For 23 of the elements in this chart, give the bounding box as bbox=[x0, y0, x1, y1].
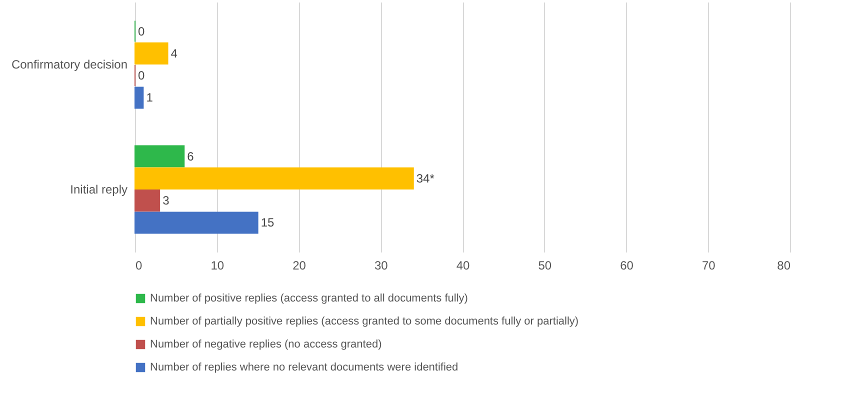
x-tick-label: 70 bbox=[702, 258, 716, 272]
data-label: 4 bbox=[170, 46, 178, 60]
legend-label: Number of partially positive replies (access granted to some documents fully or partially) bbox=[150, 316, 579, 328]
y-tick-label: Initial reply bbox=[70, 182, 128, 196]
x-tick-label: 80 bbox=[777, 258, 791, 272]
x-tick-label: 20 bbox=[292, 258, 306, 272]
x-tick-label: 50 bbox=[538, 258, 552, 272]
data-label: 1 bbox=[146, 90, 154, 105]
data-label: 34* bbox=[416, 171, 435, 186]
y-tick-label: Confirmatory decision bbox=[11, 58, 128, 72]
data-label: 0 bbox=[138, 24, 145, 38]
x-tick-label: 0 bbox=[136, 258, 142, 272]
legend-label: Number of negative replies (no access granted) bbox=[150, 338, 382, 350]
data-label: 3 bbox=[162, 194, 170, 208]
legend-label: Number of positive replies (access granted to all documents fully) bbox=[150, 292, 468, 304]
data-label: 0 bbox=[138, 68, 145, 83]
x-tick-label: 60 bbox=[620, 258, 634, 272]
data-label: 6 bbox=[187, 149, 194, 164]
legend-label: Number of replies where no relevant documents were identified bbox=[150, 362, 458, 374]
x-tick-label: 40 bbox=[456, 258, 470, 272]
data-label: 15 bbox=[260, 216, 274, 230]
x-tick-label: 30 bbox=[374, 258, 388, 272]
x-tick-label: 10 bbox=[210, 258, 224, 272]
